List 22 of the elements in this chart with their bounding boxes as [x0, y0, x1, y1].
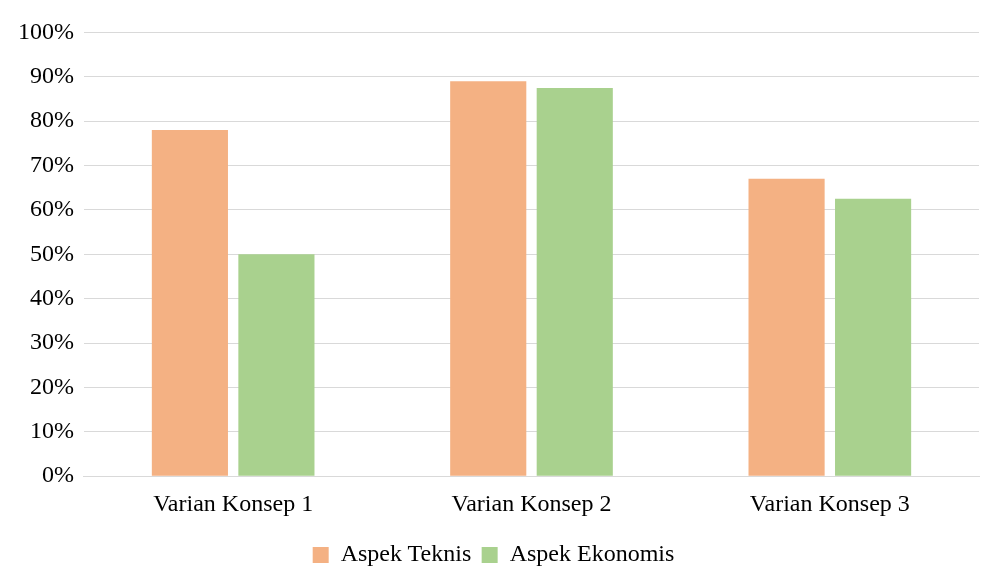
bar [835, 198, 912, 476]
x-tick-label: Varian Konsep 2 [451, 489, 612, 516]
y-tick-label: 0% [41, 461, 74, 488]
bar [238, 254, 315, 476]
y-tick-label: 50% [29, 239, 74, 266]
bar [748, 178, 825, 476]
y-tick-label: 10% [29, 417, 74, 444]
y-tick-label: 80% [29, 106, 74, 133]
x-tick-label: Varian Konsep 1 [153, 489, 314, 516]
bar [151, 130, 228, 476]
y-tick-label: 70% [29, 150, 74, 177]
legend-label: Aspek Ekonomis [509, 540, 675, 567]
bar [536, 87, 613, 476]
y-tick-label: 100% [17, 17, 74, 44]
y-tick-label: 30% [29, 328, 74, 355]
bar [450, 81, 527, 476]
y-tick-label: 40% [29, 283, 74, 310]
x-tick-label: Varian Konsep 3 [749, 489, 910, 516]
y-tick-label: 20% [29, 372, 74, 399]
legend-label: Aspek Teknis [340, 540, 472, 567]
y-tick-label: 60% [29, 195, 74, 222]
y-tick-label: 90% [29, 62, 74, 89]
